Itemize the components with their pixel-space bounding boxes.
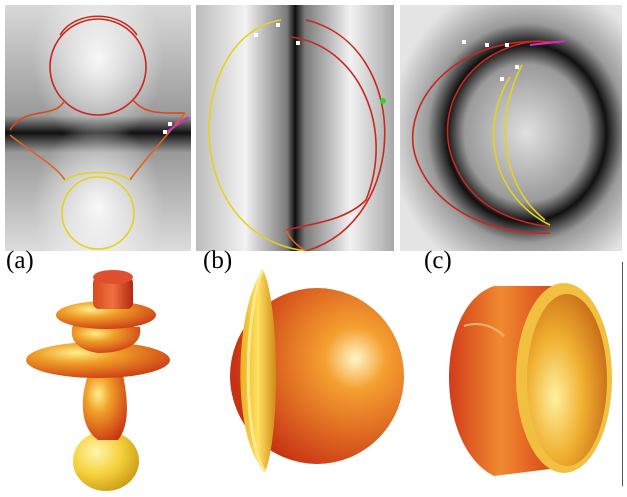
panel-b-markers (254, 23, 386, 104)
rendered-shape-a (18, 265, 190, 493)
panel-a-curves (9, 15, 190, 250)
rendered-shape-b (225, 266, 407, 476)
panel-label-a: (a) (6, 247, 34, 274)
panel-c-curves (412, 40, 566, 234)
panel-c-curve-plot (400, 5, 622, 251)
rendered-shape-c (434, 266, 614, 484)
panel-b-curves (208, 19, 386, 251)
panel-b-curve-plot (196, 5, 394, 251)
figure-right-edge-line (622, 262, 623, 486)
panel-c-markers (462, 40, 519, 81)
panel-a-curve-plot (5, 5, 191, 251)
panel-label-b: (b) (203, 247, 233, 274)
panel-a-markers (163, 122, 172, 134)
panel-label-c: (c) (424, 247, 452, 274)
